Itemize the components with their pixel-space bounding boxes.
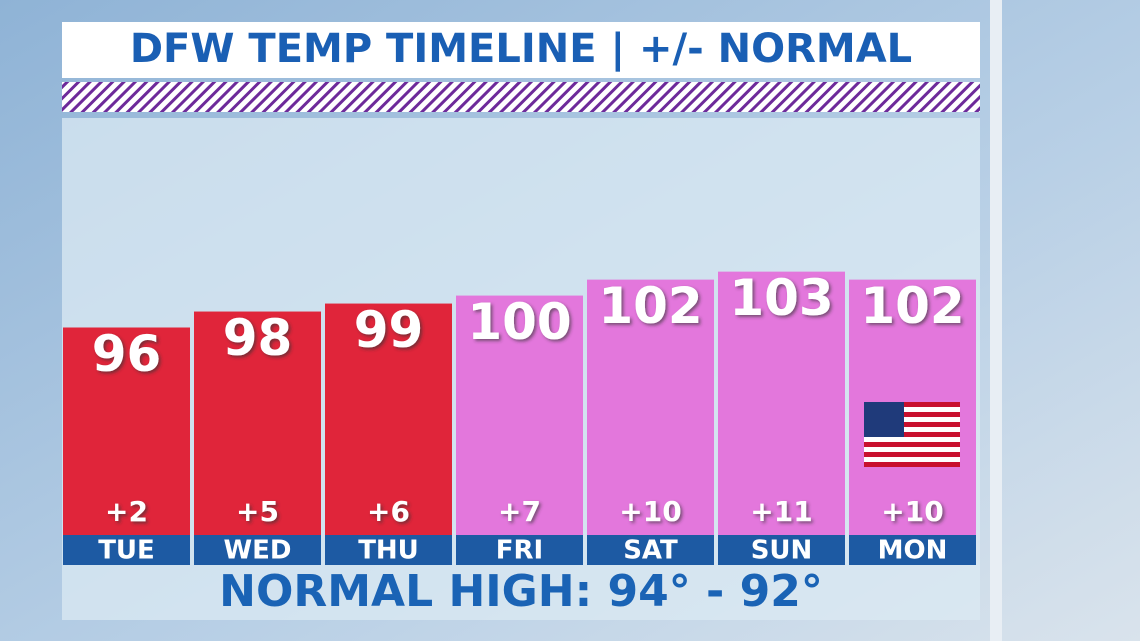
flag-stripe [864,407,960,412]
bar [456,295,583,565]
flag-stripe [864,412,960,417]
flag-stripe [864,457,960,462]
departure-label: +7 [498,495,541,528]
flag-stripe [864,437,960,442]
departure-label: +5 [236,495,279,528]
day-strip [587,535,714,565]
flag-stripe [864,432,960,437]
hatch-strip [62,82,980,112]
value-label: 98 [223,309,293,367]
departure-label: +10 [881,495,943,528]
flag-icon [864,402,960,467]
bar [718,271,845,565]
x-tick-label: FRI [496,536,543,566]
day-strip [63,535,190,565]
x-tick-label: SAT [623,536,678,566]
day-strip [194,535,321,565]
x-tick-label: WED [223,536,291,566]
flag-stripe [864,422,960,427]
day-strip [456,535,583,565]
flag-stripe [864,442,960,447]
departure-label: +6 [367,495,410,528]
flag-canton [864,402,904,437]
departure-label: +11 [750,495,812,528]
day-strip [849,535,976,565]
bar [325,303,452,565]
value-label: 103 [729,269,833,327]
flag-stripe [864,427,960,432]
departure-label: +10 [619,495,681,528]
footer: NORMAL HIGH: 94° - 92° [219,566,823,617]
flag-stripe [864,417,960,422]
bridge-pylon [990,0,1002,641]
value-label: 102 [598,277,702,335]
day-strip [718,535,845,565]
bar [63,327,190,565]
x-tick-label: THU [358,536,419,566]
day-strip [325,535,452,565]
flag-stripe [864,462,960,467]
x-tick-label: MON [878,536,948,566]
flag-stripe [864,452,960,457]
flag-stripe [864,447,960,452]
value-label: 102 [860,277,964,335]
bar [194,311,321,565]
departure-label: +2 [105,495,148,528]
title-box [62,22,980,78]
value-label: 100 [467,293,571,351]
value-label: 99 [354,301,424,359]
bar [587,279,714,565]
x-tick-label: SUN [751,536,813,566]
chart-title: DFW TEMP TIMELINE | +/- NORMAL [130,26,912,73]
flag-stripe [864,402,960,407]
x-tick-label: TUE [98,536,155,566]
value-label: 96 [92,325,162,383]
